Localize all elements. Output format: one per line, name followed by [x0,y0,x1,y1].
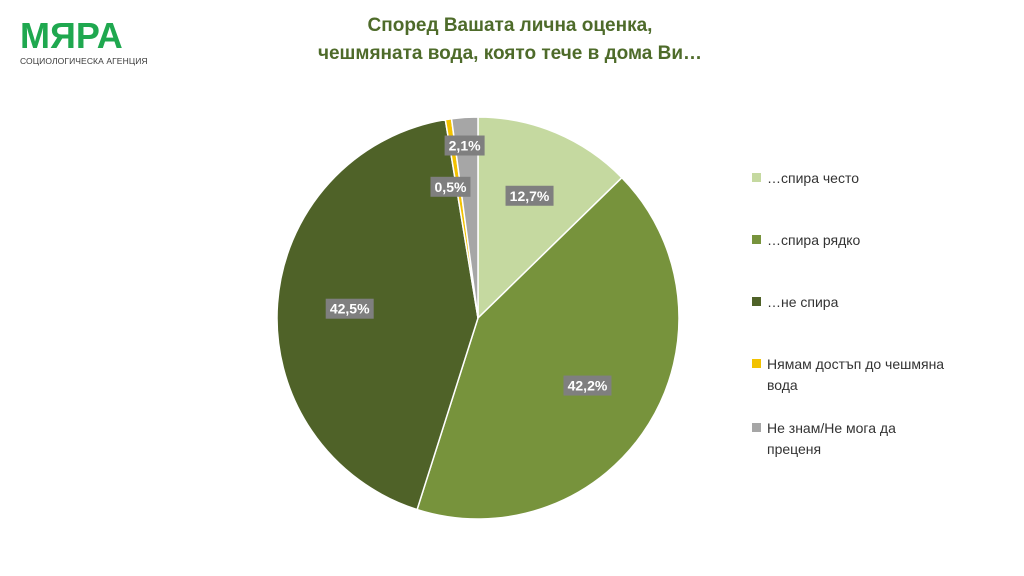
pie-slice-2 [416,176,680,520]
data-label-4: 0,5% [430,176,471,197]
pie-slice-5 [450,116,479,319]
legend-swatch-5 [752,423,761,432]
data-label-2: 42,2% [563,375,612,396]
data-label-box-3 [325,298,374,319]
chart-title: Според Вашата лична оценка, чешмяната во… [240,12,780,68]
pie-slices [276,116,680,520]
logo-wordmark: МЯРА [20,15,123,56]
chart-title-line-2: чешмяната вода, която тече в дома Ви… [317,43,703,64]
data-label-text-2: 42,2% [568,378,608,394]
legend-swatch-1 [752,173,761,182]
legend-item-2: …спира рядко [752,230,952,251]
logo-subtitle: СОЦИОЛОГИЧЕСКА АГЕНЦИЯ [20,56,148,66]
data-label-text-5: 2,1% [449,138,481,154]
pie-slice-1 [477,116,623,320]
legend-label-2: …спира рядко [767,232,861,248]
data-label-box-4 [430,176,471,197]
pie-slice-3 [276,118,479,511]
legend-swatch-2 [752,235,761,244]
data-label-1: 12,7% [505,185,554,206]
legend-swatch-3 [752,297,761,306]
data-label-text-1: 12,7% [510,188,550,204]
data-label-box-2 [563,375,612,396]
legend-swatch-4 [752,359,761,368]
legend-item-4: Нямам достъп до чешмяна вода [752,354,952,396]
data-label-text-3: 42,5% [330,301,370,317]
data-label-box-1 [505,185,554,206]
pie-data-labels: 12,7% 42,2% 42,5% 0,5% 2,1% [325,135,612,396]
legend-label-5: Не знам/Не мога да преценя [767,420,896,457]
data-label-3: 42,5% [325,298,374,319]
legend-label-1: …спира често [767,170,859,186]
agency-logo: МЯРА СОЦИОЛОГИЧЕСКА АГЕНЦИЯ [20,15,150,67]
legend-item-5: Не знам/Не мога да преценя [752,418,952,460]
legend-item-3: …не спира [752,292,952,313]
data-label-5: 2,1% [444,135,485,156]
legend-label-3: …не спира [767,294,839,310]
legend-item-1: …спира често [752,168,952,189]
data-label-box-5 [444,135,485,156]
legend-label-4: Нямам достъп до чешмяна вода [767,356,945,393]
data-label-text-4: 0,5% [435,179,467,195]
chart-title-line-1: Според Вашата лична оценка, [367,15,653,36]
